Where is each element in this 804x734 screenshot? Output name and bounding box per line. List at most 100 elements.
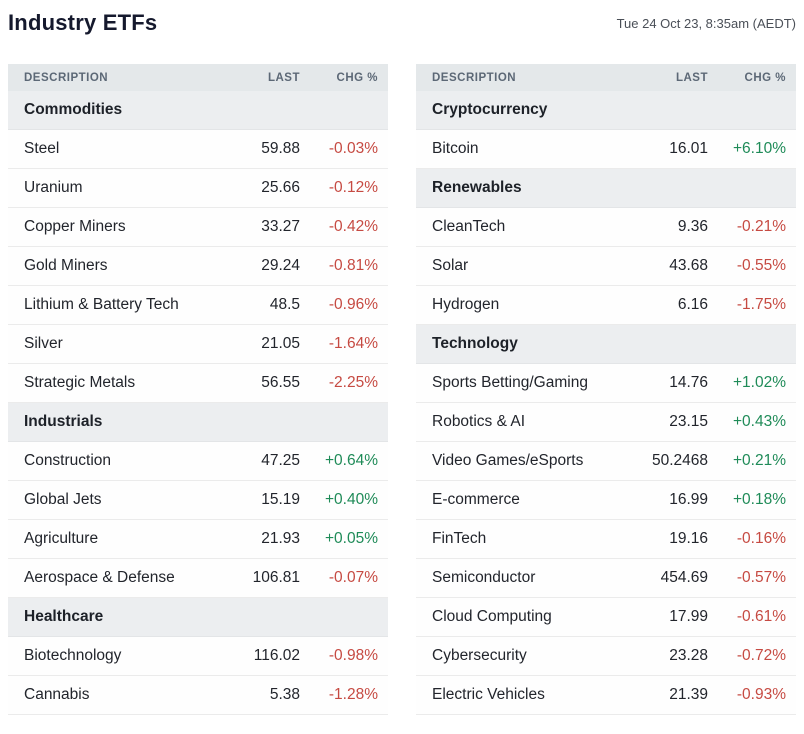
row-last-price: 106.81	[252, 569, 300, 586]
column-header-last: LAST	[675, 71, 708, 84]
row-last-price: 14.76	[669, 374, 708, 391]
table-row-robotics-ai: Robotics & AI 23.15 +0.43%	[416, 403, 796, 442]
table-row-e-commerce: E-commerce 16.99 +0.18%	[416, 481, 796, 520]
row-last-price: 6.16	[677, 296, 708, 313]
row-description: Hydrogen	[432, 296, 500, 313]
row-description: Electric Vehicles	[432, 686, 545, 703]
row-last-price: 15.19	[261, 491, 300, 508]
column-header-chg: CHG %	[336, 71, 378, 84]
row-change-percent: -0.07%	[328, 569, 378, 586]
table-row-lithium-battery-tech: Lithium & Battery Tech 48.5 -0.96%	[8, 286, 388, 325]
row-change-percent: -0.03%	[328, 140, 378, 157]
row-description: FinTech	[432, 530, 487, 547]
row-last-price: 33.27	[261, 218, 300, 235]
row-description: Cybersecurity	[432, 647, 527, 664]
row-description: Robotics & AI	[432, 413, 526, 430]
row-last-price: 56.55	[261, 374, 300, 391]
table-row-steel: Steel 59.88 -0.03%	[8, 130, 388, 169]
row-description: Agriculture	[24, 530, 99, 547]
row-description: Gold Miners	[24, 257, 108, 274]
page-title: Industry ETFs	[8, 10, 158, 35]
row-change-percent: -1.28%	[328, 686, 378, 703]
row-description: Silver	[24, 335, 63, 352]
row-description: Uranium	[24, 179, 83, 196]
table-row-silver: Silver 21.05 -1.64%	[8, 325, 388, 364]
row-last-price: 50.2468	[651, 452, 708, 469]
row-change-percent: -0.16%	[736, 530, 786, 547]
column-header-description: DESCRIPTION	[432, 71, 517, 84]
row-last-price: 116.02	[253, 647, 300, 664]
table-row-semiconductor: Semiconductor 454.69 -0.57%	[416, 559, 796, 598]
row-last-price: 16.01	[669, 140, 708, 157]
table-row-cloud-computing: Cloud Computing 17.99 -0.61%	[416, 598, 796, 637]
table-row-fintech: FinTech 19.16 -0.16%	[416, 520, 796, 559]
table-row-sports-betting-gaming: Sports Betting/Gaming 14.76 +1.02%	[416, 364, 796, 403]
row-change-percent: +6.10%	[732, 140, 786, 157]
row-last-price: 59.88	[261, 140, 300, 157]
row-description: Construction	[24, 452, 112, 469]
row-description: Lithium & Battery Tech	[24, 296, 179, 313]
table-row-biotechnology: Biotechnology 116.02 -0.98%	[8, 637, 388, 676]
section-title: Healthcare	[24, 608, 104, 625]
row-last-price: 21.93	[261, 530, 300, 547]
row-last-price: 25.66	[261, 179, 300, 196]
table-row-bitcoin: Bitcoin 16.01 +6.10%	[416, 130, 796, 169]
row-change-percent: +0.05%	[324, 530, 378, 547]
section-title: Commodities	[24, 101, 123, 118]
row-change-percent: +0.64%	[324, 452, 378, 469]
row-last-price: 48.5	[269, 296, 300, 313]
row-last-price: 23.28	[669, 647, 708, 664]
row-last-price: 16.99	[669, 491, 708, 508]
row-description: Copper Miners	[24, 218, 126, 235]
row-change-percent: -0.72%	[736, 647, 786, 664]
row-change-percent: -0.98%	[328, 647, 378, 664]
row-description: Semiconductor	[432, 569, 536, 586]
row-change-percent: -0.57%	[736, 569, 786, 586]
row-change-percent: +0.43%	[732, 413, 786, 430]
row-change-percent: -0.81%	[328, 257, 378, 274]
table-row-copper-miners: Copper Miners 33.27 -0.42%	[8, 208, 388, 247]
column-header-chg: CHG %	[744, 71, 786, 84]
section-title: Cryptocurrency	[432, 101, 548, 118]
row-last-price: 454.69	[660, 569, 708, 586]
row-change-percent: -0.61%	[736, 608, 786, 625]
page-header: Industry ETFs Tue 24 Oct 23, 8:35am (AED…	[8, 6, 796, 64]
table-row-aerospace-defense: Aerospace & Defense 106.81 -0.07%	[8, 559, 388, 598]
row-change-percent: -2.25%	[328, 374, 378, 391]
row-last-price: 43.68	[669, 257, 708, 274]
row-last-price: 29.24	[261, 257, 300, 274]
table-row-global-jets: Global Jets 15.19 +0.40%	[8, 481, 388, 520]
column-header-last: LAST	[267, 71, 300, 84]
etf-table-right: DESCRIPTION LAST CHG % Cryptocurrency Bitcoi…	[416, 64, 796, 715]
row-change-percent: -0.21%	[736, 218, 786, 235]
section-title: Renewables	[432, 179, 522, 196]
row-last-price: 5.38	[269, 686, 300, 703]
section-title: Technology	[432, 335, 518, 352]
row-last-price: 19.16	[669, 530, 708, 547]
row-last-price: 9.36	[677, 218, 708, 235]
timestamp: Tue 24 Oct 23, 8:35am (AEDT)	[616, 16, 796, 31]
column-header-row: DESCRIPTION LAST CHG %	[8, 64, 388, 91]
row-change-percent: +0.21%	[732, 452, 786, 469]
row-change-percent: -0.42%	[328, 218, 378, 235]
etf-tables-container: DESCRIPTION LAST CHG % Commodities Steel 59.8…	[8, 64, 796, 715]
row-change-percent: +1.02%	[732, 374, 786, 391]
row-last-price: 47.25	[261, 452, 300, 469]
table-row-strategic-metals: Strategic Metals 56.55 -2.25%	[8, 364, 388, 403]
row-description: Cloud Computing	[432, 608, 552, 625]
row-description: Video Games/eSports	[432, 452, 584, 469]
row-description: Aerospace & Defense	[24, 569, 175, 586]
section-header-commodities: Commodities	[8, 91, 388, 130]
row-change-percent: -0.96%	[328, 296, 378, 313]
column-header-description: DESCRIPTION	[24, 71, 109, 84]
row-change-percent: -1.64%	[328, 335, 378, 352]
table-row-uranium: Uranium 25.66 -0.12%	[8, 169, 388, 208]
row-description: Steel	[24, 140, 60, 157]
row-last-price: 23.15	[669, 413, 708, 430]
row-description: Sports Betting/Gaming	[432, 374, 588, 391]
section-header-industrials: Industrials	[8, 403, 388, 442]
row-description: Cannabis	[24, 686, 90, 703]
table-row-construction: Construction 47.25 +0.64%	[8, 442, 388, 481]
row-description: Biotechnology	[24, 647, 122, 664]
section-header-cryptocurrency: Cryptocurrency	[416, 91, 796, 130]
